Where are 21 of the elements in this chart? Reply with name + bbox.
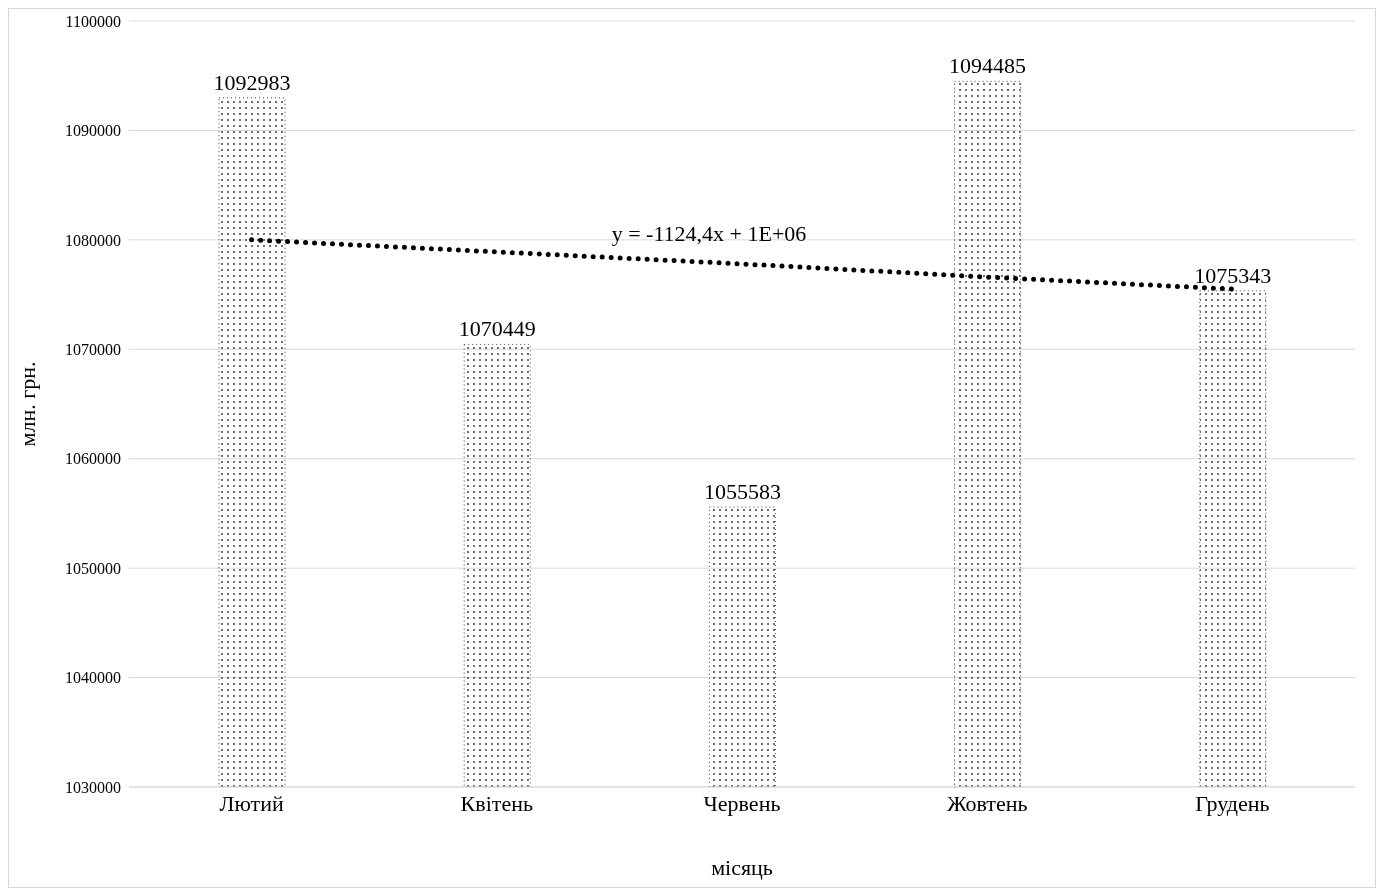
data-label: 1092983	[213, 69, 291, 95]
data-label: 1094485	[949, 53, 1027, 79]
y-tick-label: 1050000	[65, 559, 121, 577]
x-tick-label: Червень	[703, 790, 781, 816]
data-label: 1070449	[458, 316, 536, 342]
x-axis-title: місяць	[711, 855, 773, 880]
y-tick-label: 1060000	[65, 450, 121, 468]
data-label: 1075343	[1194, 262, 1272, 288]
annotation: y = -1124,4x + 1E+06	[610, 221, 808, 247]
y-tick-label: 1070000	[65, 340, 121, 358]
x-tick-label: Квітень	[460, 790, 533, 816]
data-label: 1055583	[703, 479, 781, 505]
y-tick-label: 1090000	[65, 122, 121, 140]
x-tick-label: Жовтень	[946, 790, 1028, 816]
y-axis-title: млн. грн.	[14, 361, 40, 447]
y-tick-label: 1030000	[65, 778, 121, 796]
x-tick-label: Грудень	[1195, 790, 1270, 816]
y-tick-label: 1080000	[65, 231, 121, 249]
y-tick-label: 1040000	[65, 669, 121, 687]
x-tick-label: Лютий	[219, 790, 284, 816]
y-tick-label: 1100000	[65, 12, 121, 30]
